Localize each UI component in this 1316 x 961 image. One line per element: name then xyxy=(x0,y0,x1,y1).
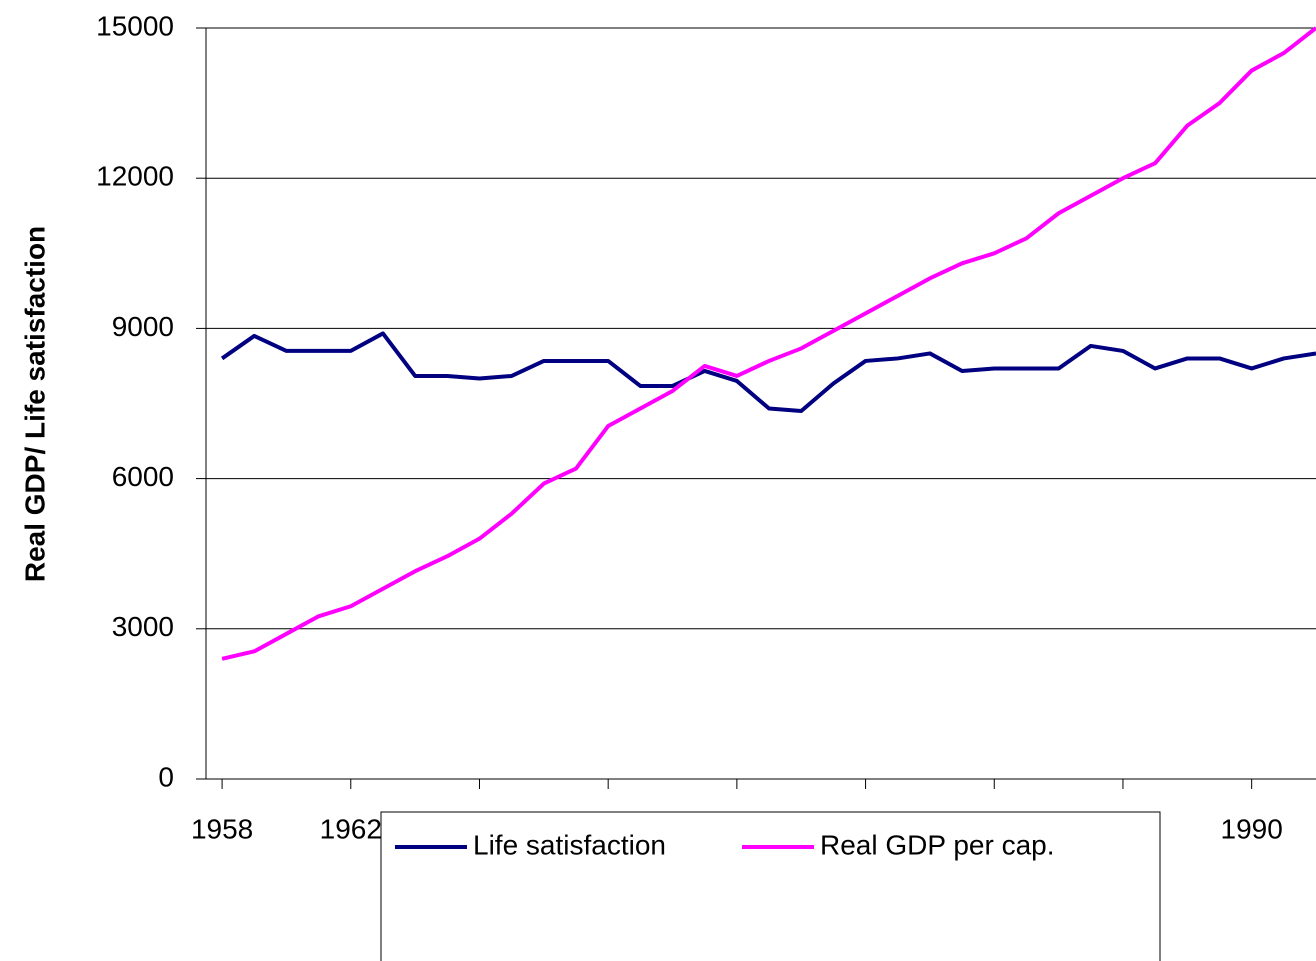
legend-box xyxy=(380,811,1161,961)
x-tick-label: 1990 xyxy=(1221,813,1283,844)
y-tick-label: 12000 xyxy=(96,161,174,192)
y-tick-label: 3000 xyxy=(112,611,174,642)
x-tick-label: 1962 xyxy=(320,813,382,844)
legend-label: Real GDP per cap. xyxy=(820,829,1055,860)
plot-area: 0300060009000120001500019581962196619701… xyxy=(96,10,1316,844)
x-tick-label: 1958 xyxy=(191,813,253,844)
y-tick-label: 0 xyxy=(158,761,174,792)
y-tick-label: 15000 xyxy=(96,10,174,41)
y-axis-title: Real GDP/ Life satisfaction xyxy=(19,226,50,582)
series-line xyxy=(221,26,1316,661)
series-line xyxy=(220,331,1316,414)
legend-label: Life satisfaction xyxy=(473,829,666,860)
y-tick-label: 6000 xyxy=(112,461,174,492)
y-tick-label: 9000 xyxy=(112,311,174,342)
legend: Life satisfaction Real GDP per cap. xyxy=(380,811,1161,961)
